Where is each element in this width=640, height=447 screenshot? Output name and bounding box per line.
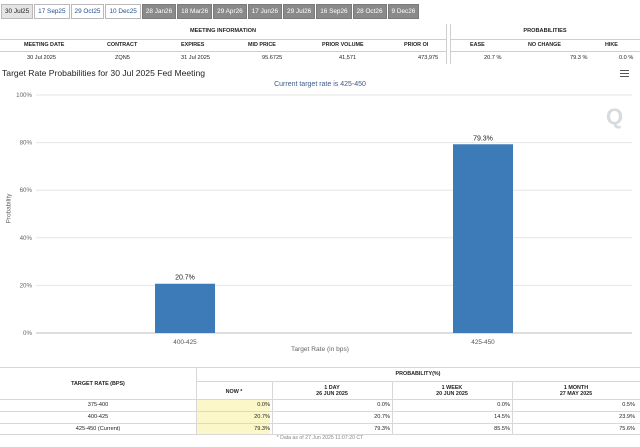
x-tick-label-425-450: 425-450 [471,339,495,346]
table-row-1-1day: 20.7% [273,412,390,423]
bar-425-450[interactable] [453,144,513,333]
table-row-1-rate: 400-425 [0,412,196,423]
table-row-1-now: 20.7% [197,412,270,423]
y-tick-label: 60% [20,187,33,194]
data-label-425-450: 79.3% [473,135,493,142]
header-target-rate: TARGET RATE (BPS) [0,381,196,387]
table-row-1-1week: 14.5% [393,412,510,423]
header-contract: CONTRACT [107,39,137,52]
value-prior-oi: 473,975 [418,52,438,64]
header-ease: EASE [470,39,485,52]
data-footnote: * Data as of 27 Jun 2025 11:07:20 CT [0,435,640,441]
header-mid-price: MID PRICE [248,39,276,52]
header-1day-date: 26 JUN 2025 [272,391,392,397]
header-probability: PROBABILITY(%) [196,371,640,377]
tab-5[interactable]: 18 Mar26 [177,4,212,19]
header-now: NOW * [196,389,272,395]
hamburger-menu-icon[interactable] [620,70,629,77]
chart-title: Target Rate Probabilities for 30 Jul 202… [2,68,205,78]
value-no-change: 79.3 % [570,52,587,64]
meeting-tabs: 30 Jul25 17 Sep25 29 Oct25 10 Dec25 28 J… [0,0,640,22]
table-row-0-1day: 0.0% [273,400,390,411]
x-axis-label: Target Rate (in bps) [0,346,640,353]
value-meeting-date: 30 Jul 2025 [27,52,56,64]
header-no-change: NO CHANGE [528,39,561,52]
probabilities-title: PROBABILITIES [450,24,640,40]
tab-8[interactable]: 29 Jul26 [283,4,315,19]
tab-3[interactable]: 10 Dec25 [105,4,140,19]
tab-9[interactable]: 16 Sep26 [316,4,351,19]
header-prior-volume: PRIOR VOLUME [322,39,364,52]
tab-6[interactable]: 29 Apr26 [213,4,247,19]
header-prior-oi: PRIOR OI [404,39,428,52]
x-tick-label-400-425: 400-425 [173,339,197,346]
table-row-0-1month: 0.5% [513,400,635,411]
header-1month-date: 27 MAY 2025 [512,391,640,397]
tab-10[interactable]: 28 Oct26 [353,4,387,19]
tab-0[interactable]: 30 Jul25 [1,4,33,19]
header-hike: HIKE [605,39,618,52]
header-expires: EXPIRES [181,39,204,52]
table-row-0-1week: 0.0% [393,400,510,411]
data-label-400-425: 20.7% [175,275,195,282]
header-1week-date: 20 JUN 2025 [392,391,512,397]
y-tick-label: 80% [20,140,33,147]
header-meeting-date: MEETING DATE [24,39,64,52]
y-tick-label: 20% [20,282,33,289]
value-hike: 0.0 % [619,52,633,64]
meeting-info-title: MEETING INFORMATION [0,24,446,40]
chart-subtitle: Current target rate is 425-450 [0,81,640,88]
tab-2[interactable]: 29 Oct25 [71,4,105,19]
bar-400-425[interactable] [155,284,215,333]
value-mid-price: 95.6725 [262,52,282,64]
tab-11[interactable]: 9 Dec26 [388,4,420,19]
table-row-1-1month: 23.9% [513,412,635,423]
probability-bar-chart: 0% 20% 40% 60% 80% 100% 20.7% 400-425 79.3% 425-4… [0,88,640,346]
tab-1[interactable]: 17 Sep25 [34,4,69,19]
value-contract: ZQN5 [115,52,130,64]
value-expires: 31 Jul 2025 [181,52,210,64]
y-tick-label: 100% [16,92,32,99]
y-tick-label: 40% [20,235,33,242]
meeting-info-table: MEETING INFORMATION PROBABILITIES MEETIN… [0,24,640,64]
tab-7[interactable]: 17 Jun26 [248,4,282,19]
table-row-0-rate: 375-400 [0,400,196,411]
y-tick-label: 0% [23,330,32,337]
value-prior-volume: 41,571 [339,52,356,64]
table-row-0-now: 0.0% [197,400,270,411]
tab-4[interactable]: 28 Jan26 [142,4,176,19]
value-ease: 20.7 % [484,52,501,64]
